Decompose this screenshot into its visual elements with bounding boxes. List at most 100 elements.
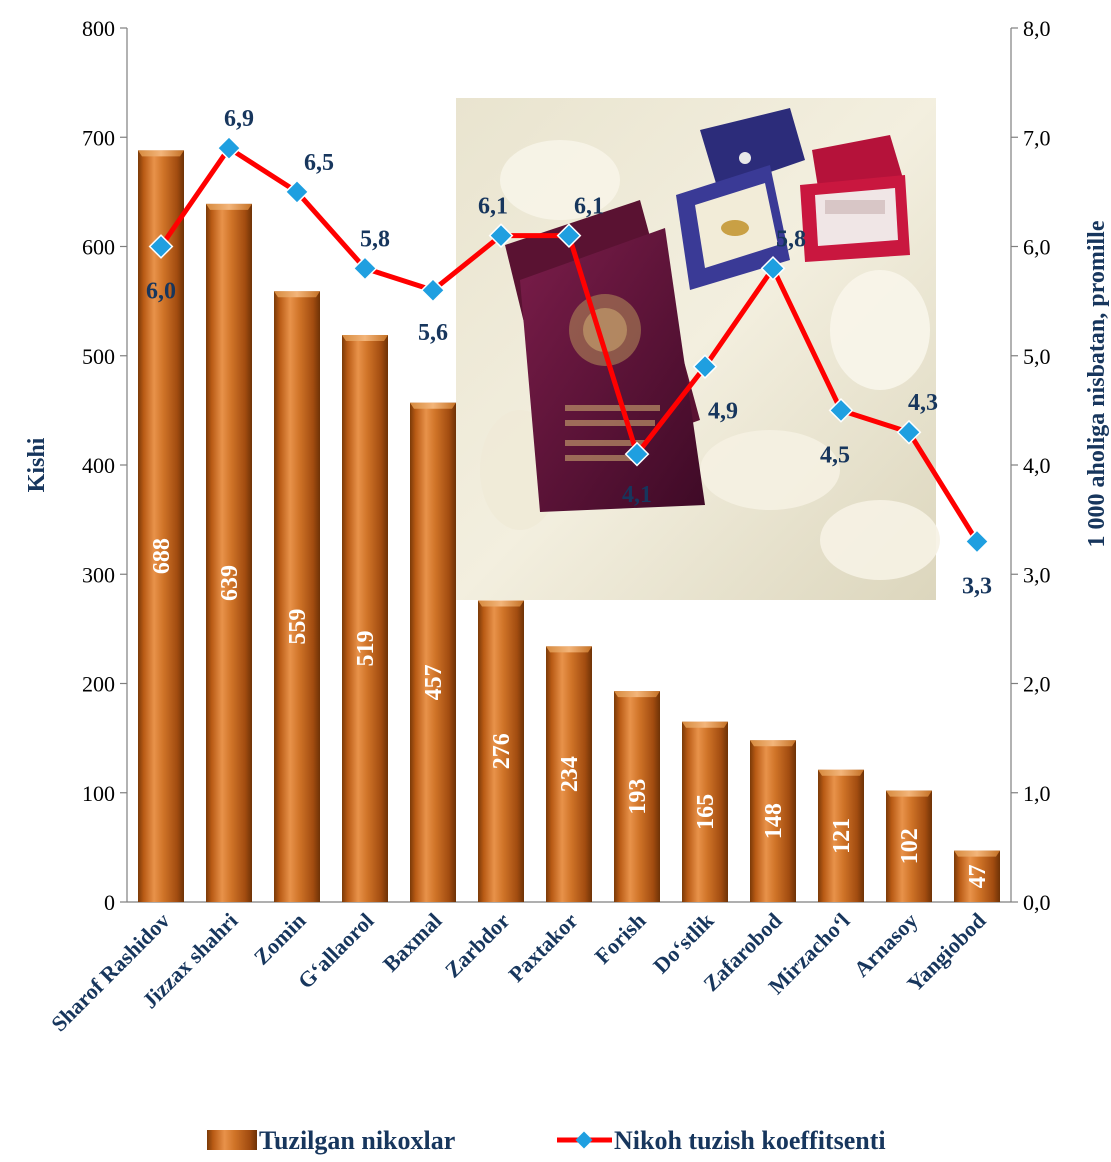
- bar-top-bevel: [750, 740, 796, 747]
- category-label: Zomin: [249, 908, 311, 970]
- bar-value-labels: 688 639 559 519 457 276 234 193 165 148 121 102 47: [149, 538, 991, 888]
- line-value-label: 5,6: [418, 320, 448, 346]
- category-label: G‘allaorol: [293, 908, 379, 994]
- bar-body: [478, 600, 524, 902]
- bar-body: [682, 721, 728, 902]
- bar-value-label: 457: [421, 664, 447, 700]
- right-tick-label: 4,0: [1023, 453, 1051, 478]
- line-point: [148, 234, 174, 259]
- line-value-label: 4,5: [820, 442, 850, 468]
- bar-top-bevel: [954, 850, 1000, 857]
- line-value-label: 6,1: [478, 194, 508, 220]
- category-label: Baxmal: [378, 908, 447, 977]
- line-point: [216, 135, 242, 161]
- category-label: Paxtakor: [504, 908, 583, 987]
- left-tick-label: 400: [82, 453, 115, 478]
- bar-top-bevel: [886, 790, 932, 797]
- bar: [886, 790, 932, 902]
- bar-body: [614, 691, 660, 902]
- bar-top-bevel: [410, 402, 456, 409]
- bar: [138, 150, 184, 903]
- bar-top-bevel: [682, 721, 728, 728]
- bar-body: [818, 769, 864, 902]
- bar-top-bevel: [478, 600, 524, 607]
- line-value-label: 5,8: [360, 226, 390, 252]
- bar: [546, 646, 592, 902]
- bar-value-label: 276: [489, 733, 515, 769]
- bar-value-label: 559: [285, 609, 311, 645]
- line-value-label: 4,3: [908, 390, 938, 416]
- bar: [274, 291, 320, 903]
- bar-body: [410, 402, 456, 902]
- category-label: Zarbdor: [440, 908, 515, 983]
- right-axis-ticks: 0,0 1,0 2,0 3,0 4,0 5,0 6,0 7,0 8,0: [1011, 16, 1051, 915]
- bar-top-bevel: [274, 291, 320, 298]
- bar-top-bevel: [342, 334, 388, 341]
- line-point: [284, 179, 310, 205]
- category-label: Forish: [590, 908, 651, 969]
- bar: [750, 740, 796, 902]
- bar-value-label: 234: [557, 756, 583, 792]
- line-value-label: 4,9: [708, 399, 738, 425]
- right-tick-label: 0,0: [1023, 890, 1051, 915]
- bar-value-label: 639: [217, 565, 243, 601]
- line-value-label: 5,8: [776, 226, 806, 252]
- line-point: [896, 419, 922, 445]
- legend: Tuzilgan nikoxlar Nikoh tuzish koeffitse…: [207, 1126, 886, 1155]
- bar-value-label: 165: [693, 794, 719, 830]
- right-tick-label: 2,0: [1023, 672, 1051, 697]
- bar-body: [206, 203, 252, 902]
- line-point: [828, 398, 854, 423]
- right-tick-label: 3,0: [1023, 562, 1051, 587]
- bar-value-label: 688: [149, 538, 175, 574]
- line-point: [692, 354, 718, 380]
- bar-body: [546, 646, 592, 902]
- bar-value-label: 148: [761, 803, 787, 839]
- bar-value-label: 121: [829, 818, 855, 854]
- bar-top-bevel: [138, 150, 184, 157]
- bar-top-bevel: [206, 203, 252, 210]
- category-label: Sharof Rashidov: [46, 908, 174, 1036]
- bar: [478, 600, 524, 902]
- line-point: [624, 441, 650, 467]
- bar-body: [138, 150, 184, 903]
- bar-value-label: 519: [353, 630, 379, 666]
- legend-item-bars: Tuzilgan nikoxlar: [207, 1126, 455, 1155]
- bar-top-bevel: [546, 646, 592, 653]
- bar: [954, 850, 1000, 902]
- line-value-label: 6,1: [574, 194, 604, 220]
- bar: [410, 402, 456, 902]
- bar-value-label: 193: [625, 779, 651, 815]
- wedding-photo-image: [456, 98, 940, 600]
- bar: [818, 769, 864, 902]
- bar-value-label: 47: [965, 864, 991, 888]
- bar-top-bevel: [614, 691, 660, 698]
- line-value-label: 6,0: [146, 279, 176, 305]
- left-axis-ticks: 0 100 200 300 400 500 600 700 800: [82, 16, 127, 915]
- line-value-label: 4,1: [622, 482, 652, 508]
- right-tick-label: 1,0: [1023, 781, 1051, 806]
- line-value-label: 6,5: [304, 150, 334, 176]
- legend-bar-label: Tuzilgan nikoxlar: [259, 1126, 455, 1155]
- legend-line-label: Nikoh tuzish koeffitsenti: [614, 1126, 886, 1155]
- bar-body: [886, 790, 932, 902]
- bar: [614, 691, 660, 902]
- line-point: [420, 277, 446, 303]
- left-tick-label: 0: [104, 890, 115, 915]
- left-tick-label: 100: [82, 781, 115, 806]
- right-tick-label: 8,0: [1023, 16, 1051, 41]
- legend-line-marker: [575, 1131, 593, 1149]
- bar-value-label: 102: [897, 828, 923, 864]
- legend-bar-swatch: [207, 1130, 257, 1150]
- y-axis-title: Kishi: [24, 437, 50, 492]
- bar: [342, 334, 388, 902]
- line-point: [556, 223, 582, 248]
- bar-series: [138, 150, 1000, 903]
- line-value-label: 3,3: [962, 573, 992, 599]
- y2-axis-title: 1 000 aholiga nisbatan, promille: [1084, 220, 1110, 547]
- bar-top-bevel: [818, 769, 864, 776]
- right-tick-label: 5,0: [1023, 344, 1051, 369]
- line-point: [488, 223, 514, 248]
